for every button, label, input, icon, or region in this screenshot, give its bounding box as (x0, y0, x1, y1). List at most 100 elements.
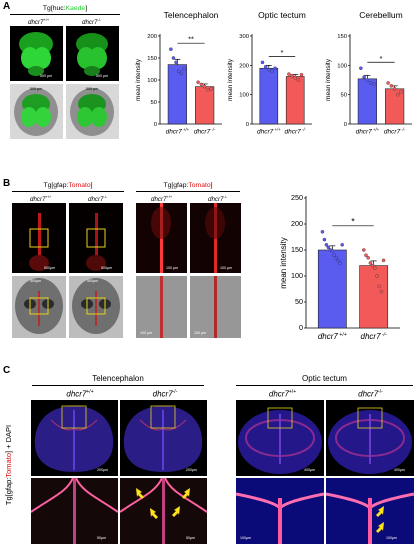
data-point (334, 256, 339, 260)
data-point (206, 87, 210, 92)
y-tick-label: 200 (147, 34, 158, 40)
data-point (338, 261, 342, 265)
col-label-c2: dhcr7-/- (152, 389, 178, 399)
data-point (372, 82, 376, 86)
bar (285, 76, 305, 125)
panel-b-header-high: Tg[gfap:Tomato] (163, 182, 213, 189)
opt-overview-control: 400μm (236, 400, 324, 476)
tomato-high-bf-mutant: 100 μm (190, 276, 241, 338)
col-label-b1: dhcr7+/+ (30, 194, 52, 204)
data-point (260, 60, 265, 65)
panel-letter-a: A (3, 1, 11, 12)
y-tick-label: 100 (291, 271, 303, 280)
data-point (359, 66, 363, 71)
y-tick-label: 0 (246, 122, 250, 128)
data-point (169, 47, 173, 51)
y-tick-label: 300 (239, 34, 250, 40)
col-label-b3: dhcr7+/+ (151, 194, 173, 204)
x-tick-sup: +/+ (273, 127, 281, 132)
data-point (365, 78, 370, 82)
x-tick-label: dhcr7 +/+ (318, 332, 347, 341)
y-tick-label: 200 (239, 63, 250, 69)
section-optic-tectum: Optic tectum (302, 374, 347, 383)
data-point (389, 84, 394, 88)
opt-zoom-mutant: 100μm (326, 478, 414, 544)
y-tick-label: 250 (291, 193, 303, 202)
y-tick-label: 100 (239, 93, 250, 99)
data-point (267, 67, 271, 72)
data-point (287, 72, 291, 76)
y-axis-label: mean intensity (135, 58, 142, 101)
data-point (392, 87, 397, 91)
panel-letter-b: B (3, 178, 11, 189)
y-axis-label: mean intensity (279, 237, 288, 289)
kaede-bf-control: 500 μm (10, 84, 63, 139)
header-underline (10, 14, 120, 15)
data-point (290, 73, 294, 78)
data-point (196, 80, 200, 84)
data-point (179, 71, 184, 76)
x-tick-sup: +/+ (338, 332, 347, 338)
kaede-bf-mutant: 500 μm (66, 84, 119, 139)
chart-optic-tectum: Optic tectum mean intensity 0 100 200 300 dhcr… (227, 10, 312, 136)
data-point (399, 89, 403, 94)
y-tick-label: 200 (291, 219, 303, 228)
y-tick-label: 50 (150, 100, 157, 106)
y-tick-label: 100 (337, 63, 348, 69)
y-tick-label: 0 (154, 122, 158, 128)
y-tick-label: 50 (295, 297, 303, 306)
y-tick-label: 100 (147, 78, 158, 84)
significance-stars: * (351, 216, 355, 226)
data-point (202, 84, 207, 89)
significance-stars: ** (188, 35, 194, 44)
tel-overview-mutant: 200μm (120, 400, 207, 476)
data-point (293, 75, 297, 80)
chart-panel-b: mean intensity 0 50 100 150 200 250 dhcr7 +/+ dh… (279, 193, 400, 341)
bar (385, 88, 405, 125)
panel-b-header-low: Tg[gfap:Tomato] (43, 182, 93, 189)
data-point (296, 78, 301, 82)
y-tick-label: 0 (299, 323, 303, 332)
data-point (368, 261, 373, 265)
col-label-c4: dhcr7-/- (358, 389, 383, 399)
header-underline (136, 191, 240, 192)
data-point (396, 92, 400, 97)
x-tick-label: dhcr7 +/+ (257, 127, 281, 135)
tomato-high-mutant: 100 μm (190, 203, 241, 273)
data-point (370, 263, 375, 268)
x-tick-sup: -/- (301, 127, 307, 132)
data-point (375, 274, 379, 278)
tel-overview-control: 200μm (31, 400, 118, 476)
header-underline (12, 191, 124, 192)
tomato-bf-mutant: 500μm (69, 276, 123, 338)
tomato-high-control: 100 μm (136, 203, 187, 273)
x-tick-label: dhcr7 -/- (284, 127, 306, 135)
data-point (176, 69, 181, 73)
bar (259, 67, 279, 125)
chart-title: Cerebellum (359, 10, 402, 20)
data-point (199, 82, 204, 87)
data-point (174, 60, 178, 65)
tomato-low-mutant: 500μm (69, 203, 123, 273)
y-tick-label: 150 (147, 56, 158, 62)
opt-zoom-control: 100μm (236, 478, 324, 544)
bar (195, 86, 215, 125)
data-point (320, 230, 325, 234)
col-label-c3: dhcr7+/+ (268, 389, 297, 399)
x-tick-sup: +/+ (182, 127, 190, 132)
data-point (368, 81, 373, 85)
x-tick-sup: -/- (381, 332, 388, 338)
y-axis-label: mean intensity (227, 58, 234, 101)
data-point (362, 75, 366, 79)
x-tick-label: dhcr7 -/- (194, 127, 216, 135)
y-tick-label: 150 (291, 245, 303, 254)
data-point (379, 289, 384, 294)
x-tick-label: dhcr7 +/+ (166, 127, 190, 135)
y-axis-label: mean intensity (325, 58, 332, 101)
data-point (299, 72, 304, 77)
data-point (340, 243, 344, 247)
data-point (373, 266, 377, 270)
chart-title: Telencephalon (164, 10, 219, 20)
data-point (386, 81, 390, 85)
